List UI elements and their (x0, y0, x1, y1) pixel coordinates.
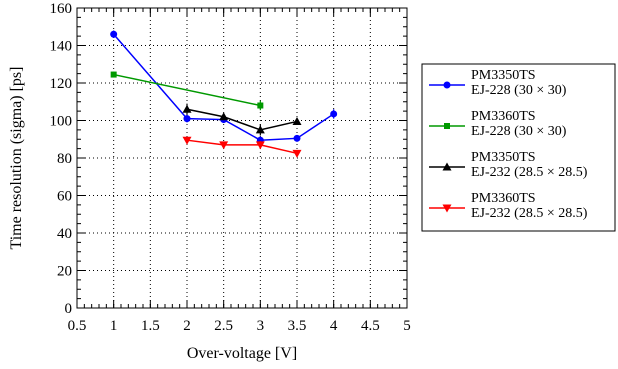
x-tick-label: 4.5 (361, 318, 380, 334)
series-line (186, 108, 298, 131)
series-1 (110, 30, 338, 144)
data-point (110, 71, 117, 78)
legend-label-line2: EJ-228 (30 × 30) (471, 83, 567, 98)
x-tick-label: 1.5 (141, 318, 160, 334)
x-tick-label: 3.5 (288, 318, 307, 334)
y-tick-label: 0 (65, 301, 73, 317)
series-line (113, 73, 261, 107)
series-3 (182, 103, 302, 136)
series-line (113, 33, 335, 141)
data-point (219, 112, 229, 121)
y-tick-label: 60 (57, 189, 72, 205)
series-4 (182, 136, 302, 158)
x-tick-label: 3 (257, 318, 265, 334)
y-tick-label: 140 (50, 39, 73, 55)
legend-label-line1: PM3360TS (471, 109, 536, 124)
x-tick-label: 2.5 (214, 318, 233, 334)
data-point (293, 134, 301, 142)
x-tick-label: 2 (183, 318, 191, 334)
legend-marker (442, 204, 452, 213)
x-tick-label: 5 (403, 318, 411, 334)
series-line (186, 139, 298, 155)
data-point (255, 125, 265, 134)
y-tick-label: 120 (50, 76, 73, 92)
legend-marker (443, 81, 451, 89)
data-point (219, 141, 229, 150)
legend-label-line2: EJ-232 (28.5 × 28.5) (471, 206, 588, 221)
x-axis-label: Over-voltage [V] (187, 345, 297, 362)
data-point (182, 136, 192, 145)
y-axis-label: Time resolution (sigma) [ps] (8, 67, 25, 250)
data-point (292, 116, 302, 125)
data-point (183, 115, 191, 123)
data-point (110, 30, 118, 38)
legend-label-line1: PM3350TS (471, 68, 536, 83)
y-tick-label: 20 (57, 264, 72, 280)
data-point (330, 110, 338, 118)
data-point (182, 104, 192, 113)
legend-label-line1: PM3360TS (471, 191, 536, 206)
y-tick-label: 80 (57, 151, 72, 167)
legend-label-line2: EJ-228 (30 × 30) (471, 124, 567, 139)
x-tick-label: 0.5 (68, 318, 87, 334)
x-tick-label: 4 (330, 318, 338, 334)
data-point (257, 102, 264, 109)
legend-marker (442, 162, 452, 171)
y-tick-label: 160 (50, 1, 73, 17)
series-2 (110, 71, 264, 111)
axis-ticks: 0.5 1 1.5 2 2.5 3 3.5 4 4.5 5 0 20 40 60 80 100 120 140 16… (50, 1, 411, 334)
y-tick-label: 100 (50, 114, 73, 130)
data-point (255, 141, 265, 150)
data-series (110, 30, 338, 158)
x-tick-label: 1 (110, 318, 118, 334)
data-point (292, 149, 302, 158)
y-tick-label: 40 (57, 226, 72, 242)
legend-marker (444, 123, 450, 129)
legend-label-line1: PM3350TS (471, 150, 536, 165)
grid (77, 8, 407, 308)
legend-box (421, 63, 616, 232)
legend-label-line2: EJ-232 (28.5 × 28.5) (471, 165, 588, 180)
